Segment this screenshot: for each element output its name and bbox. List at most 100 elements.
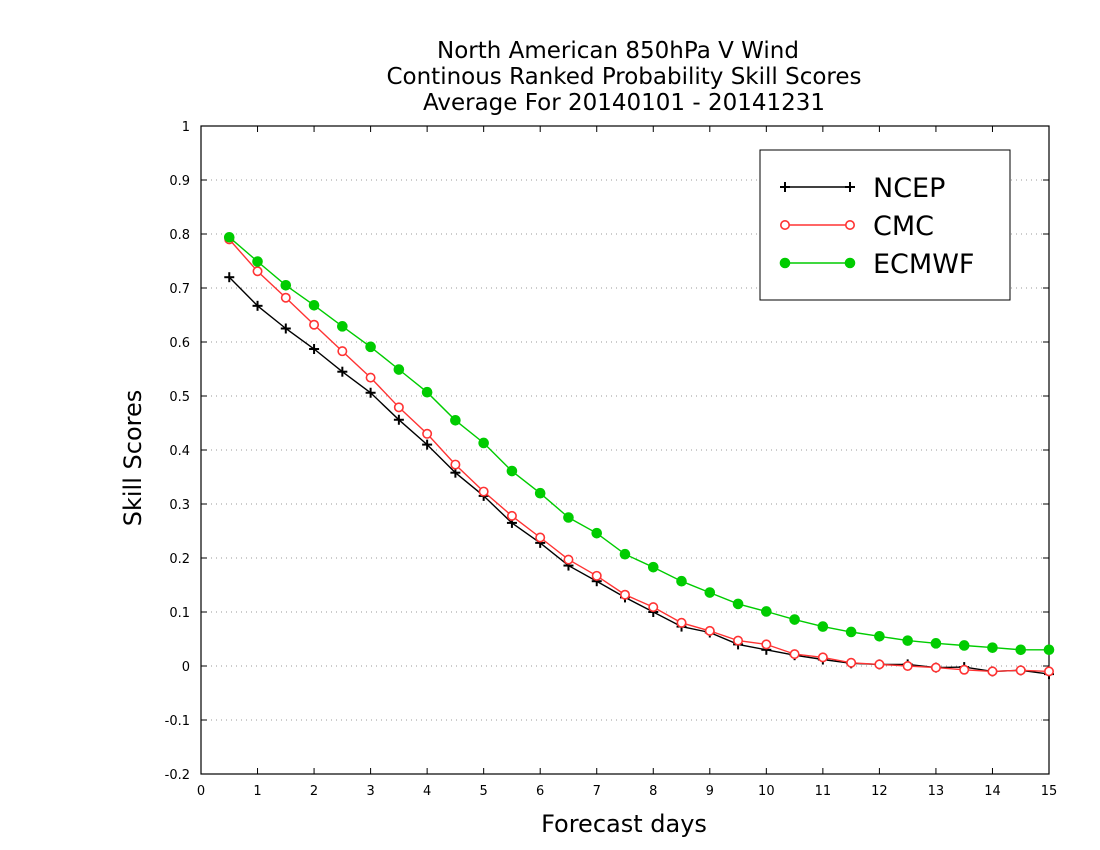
data-point-cmc — [1015, 665, 1026, 676]
data-point-ecmwf — [647, 561, 659, 573]
data-point-ecmwf — [761, 606, 772, 617]
x-tick-label: 5 — [480, 784, 488, 799]
x-axis-label: Forecast days — [541, 810, 707, 838]
data-point-ncep — [224, 272, 235, 283]
data-point-ncep — [365, 387, 376, 398]
x-tick-label: 13 — [928, 784, 945, 799]
data-point-ecmwf — [817, 621, 829, 632]
series-cmc — [224, 234, 1055, 677]
legend-entry-ncep: NCEP — [780, 173, 945, 204]
y-tick-label: -0.1 — [165, 714, 190, 729]
x-tick-label: 3 — [366, 784, 374, 799]
data-point-ncep — [422, 439, 433, 450]
legend-marker-ecmwf — [844, 257, 856, 269]
y-tick-label: 0.5 — [169, 390, 190, 405]
data-point-ecmwf — [1015, 644, 1027, 656]
data-point-cmc — [309, 319, 320, 330]
data-point-ncep — [280, 323, 291, 334]
x-tick-label: 2 — [310, 784, 318, 799]
chart-title: North American 850hPa V Wind Continous R… — [386, 38, 861, 116]
data-point-cmc — [591, 570, 602, 581]
data-point-cmc — [252, 266, 263, 277]
y-tick-label: 0.6 — [169, 336, 190, 351]
y-tick-label: 0.2 — [169, 552, 190, 567]
data-point-ecmwf — [365, 341, 376, 353]
data-point-cmc — [535, 532, 546, 543]
data-point-ncep — [393, 414, 404, 425]
data-point-ecmwf — [619, 548, 631, 560]
title-line-3: Average For 20140101 - 20141231 — [423, 90, 825, 116]
y-tick-label: 0.3 — [169, 498, 190, 513]
y-axis-label: Skill Scores — [119, 390, 147, 527]
y-tick-label: 0.1 — [169, 606, 190, 621]
data-point-cmc — [563, 554, 574, 565]
data-point-ncep — [309, 344, 320, 355]
plot-frame — [200, 125, 1050, 775]
data-point-cmc — [789, 649, 800, 660]
data-point-cmc — [676, 617, 687, 628]
data-point-ecmwf — [393, 364, 405, 375]
legend-marker-ncep — [845, 182, 855, 192]
data-point-ecmwf — [591, 527, 603, 539]
data-point-ecmwf — [563, 512, 574, 523]
y-axis-ticks: -0.2 -0.1 0 0.1 0.2 0.3 0.4 0.5 0.6 0.7 0.8 0.9 1 — [165, 120, 1049, 783]
data-point-ecmwf — [506, 465, 518, 477]
data-point-ncep — [337, 366, 348, 377]
data-point-ecmwf — [450, 415, 461, 426]
data-point-cmc — [478, 486, 489, 497]
data-point-cmc — [393, 402, 404, 413]
x-tick-label: 9 — [706, 784, 714, 799]
data-point-cmc — [874, 659, 885, 670]
legend-label-ecmwf: ECMWF — [873, 249, 974, 280]
data-point-cmc — [280, 292, 291, 303]
data-point-ncep — [252, 300, 263, 311]
series-line-ncep — [228, 276, 1050, 675]
legend-entry-cmc: CMC — [779, 211, 934, 242]
data-point-cmc — [506, 510, 517, 521]
data-point-cmc — [761, 639, 772, 650]
data-point-cmc — [959, 664, 970, 675]
data-point-ecmwf — [337, 321, 348, 332]
legend-label-ncep: NCEP — [873, 173, 945, 204]
legend-marker-ncep — [780, 182, 790, 192]
legend-marker-cmc — [779, 220, 790, 231]
series-ecmwf — [223, 231, 1055, 656]
data-point-ecmwf — [478, 437, 489, 449]
data-point-ecmwf — [534, 487, 546, 499]
y-tick-label: 0.9 — [169, 174, 190, 189]
data-point-ecmwf — [902, 635, 913, 646]
y-tick-label: 0.4 — [169, 444, 190, 459]
data-point-ecmwf — [1043, 644, 1055, 656]
x-tick-label: 10 — [758, 784, 775, 799]
title-line-1: North American 850hPa V Wind — [437, 38, 799, 64]
data-point-ecmwf — [308, 299, 320, 311]
title-line-2: Continous Ranked Probability Skill Score… — [386, 64, 861, 90]
series-ncep — [224, 272, 1054, 680]
data-point-cmc — [337, 346, 348, 357]
data-point-ecmwf — [845, 626, 857, 638]
data-point-ecmwf — [252, 256, 263, 267]
x-tick-label: 14 — [984, 784, 1001, 799]
series-line-cmc — [228, 238, 1050, 673]
data-point-cmc — [733, 635, 744, 646]
x-tick-label: 8 — [649, 784, 657, 799]
series — [223, 231, 1055, 680]
data-point-ecmwf — [874, 631, 885, 642]
data-point-cmc — [365, 372, 376, 383]
legend: NCEP CMC ECMWF — [759, 149, 1011, 301]
x-tick-label: 4 — [423, 784, 431, 799]
legend-marker-cmc — [844, 220, 855, 231]
data-point-ecmwf — [958, 640, 970, 651]
x-tick-label: 15 — [1041, 784, 1058, 799]
x-axis-ticks: 0 1 2 3 4 5 6 7 8 9 10 11 12 13 14 15 — [197, 126, 1057, 799]
legend-marker-ecmwf — [779, 257, 791, 269]
data-point-ecmwf — [930, 638, 942, 649]
data-point-ecmwf — [676, 575, 687, 587]
x-tick-label: 7 — [593, 784, 601, 799]
x-tick-label: 6 — [536, 784, 544, 799]
data-point-cmc — [704, 625, 715, 636]
y-tick-label: 0.7 — [169, 282, 190, 297]
y-tick-label: 1 — [182, 120, 190, 135]
legend-entry-ecmwf: ECMWF — [779, 249, 974, 280]
data-point-ecmwf — [789, 614, 800, 625]
